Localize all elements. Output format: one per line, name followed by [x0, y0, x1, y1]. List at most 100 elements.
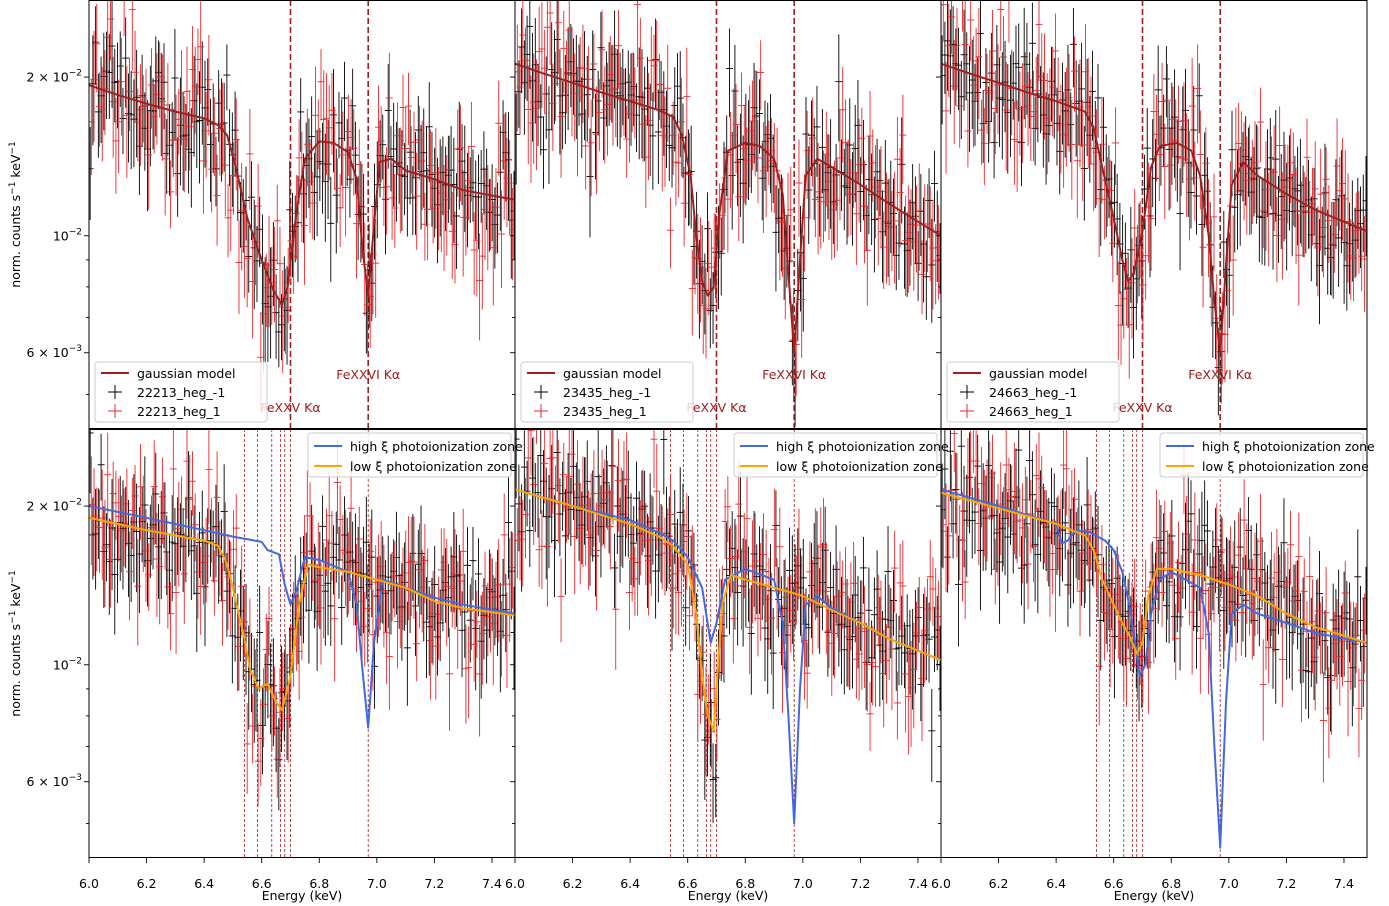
x-tick-label: 7.2	[1276, 876, 1296, 891]
legend-label-high: high ξ photoionization zone	[776, 439, 949, 454]
x-tick-label: 7.0	[793, 876, 813, 891]
y-tick-label: 2 × 10−2	[26, 498, 82, 514]
gaussian-model-curve	[941, 62, 1367, 354]
y-tick-mantissa: 6 × 10	[26, 774, 68, 789]
panel-22213-top	[89, 0, 515, 429]
y-axis-label-sup: −1	[8, 141, 18, 154]
legend-box	[307, 432, 512, 478]
low-xi-model-curve	[941, 491, 1367, 655]
x-tick-label: 6.4	[1046, 876, 1066, 891]
y-tick-exponent: −2	[69, 227, 82, 237]
y-tick-label: 6 × 10−3	[26, 344, 82, 360]
legend-label-data: 22213_heg_-1	[137, 385, 225, 400]
panel-frame	[940, 0, 1368, 429]
legend-label-data: 24663_heg_1	[989, 404, 1073, 419]
x-tick-label: 6.6	[252, 876, 272, 891]
y-axis-label-part: norm. counts s	[8, 195, 23, 288]
y-axis-label-part: keV	[8, 154, 23, 181]
y-axis-label-sup: −1	[8, 611, 18, 624]
text-layer: FeXXV Kα FeXXVI Kα gaussian model 22213_heg…	[8, 69, 1375, 903]
x-tick-label: 6.0	[79, 876, 99, 891]
x-tick-label: 6.2	[137, 876, 157, 891]
y-tick-label: 2 × 10−2	[26, 69, 82, 85]
legend-label-low: low ξ photoionization zone	[350, 459, 517, 474]
high-xi-model-curve	[515, 488, 941, 825]
y-axis-label-part: keV	[8, 583, 23, 610]
y-axis-label-sup: −1	[8, 182, 18, 195]
legend-label-gaussian: gaussian model	[137, 366, 236, 381]
x-axis-label: Energy (keV)	[688, 888, 769, 903]
y-tick-mantissa: 10	[53, 657, 69, 672]
panel-frame	[940, 429, 1368, 858]
y-tick-exponent: −3	[69, 773, 82, 783]
fexxvi-annotation: FeXXVI Kα	[336, 367, 400, 382]
y-tick-label: 6 × 10−3	[26, 773, 82, 789]
legend-label-high: high ξ photoionization zone	[350, 439, 523, 454]
fexxvi-annotation: FeXXVI Kα	[762, 367, 826, 382]
y-tick-mantissa: 6 × 10	[26, 345, 68, 360]
y-axis-label-sup: −1	[8, 570, 18, 583]
x-tick-label: 6.4	[620, 876, 640, 891]
x-tick-label: 6.6	[678, 876, 698, 891]
x-tick-label: 7.2	[424, 876, 444, 891]
x-axis-label: Energy (keV)	[262, 888, 343, 903]
gaussian-model-curve	[515, 62, 941, 354]
y-tick-mantissa: 2 × 10	[26, 499, 68, 514]
legend-label-data: 23435_heg_1	[563, 404, 647, 419]
y-tick-exponent: −2	[69, 498, 82, 508]
legend-box	[94, 361, 268, 423]
x-tick-label: 6.8	[309, 876, 329, 891]
data-layer	[89, 0, 1367, 858]
y-tick-label: 10−2	[53, 227, 82, 243]
legend-label-data: 22213_heg_1	[137, 404, 221, 419]
legend-box	[946, 361, 1120, 423]
fexxvi-annotation: FeXXVI Kα	[1188, 367, 1252, 382]
x-tick-label: 7.0	[1219, 876, 1239, 891]
y-axis-label: norm. counts s−1 keV−1	[8, 141, 23, 287]
x-tick-label: 6.0	[931, 876, 951, 891]
x-tick-label: 6.8	[735, 876, 755, 891]
fexxv-annotation: FeXXV Kα	[686, 400, 746, 415]
low-xi-model-curve	[515, 488, 941, 732]
fexxv-annotation: FeXXV Kα	[260, 400, 320, 415]
legend-box	[733, 432, 938, 478]
x-tick-label: 7.2	[850, 876, 870, 891]
frame-layer	[84, 0, 1368, 863]
y-tick-mantissa: 10	[53, 228, 69, 243]
x-tick-label: 7.0	[367, 876, 387, 891]
legend-label-data: 24663_heg_-1	[989, 385, 1077, 400]
panel-23435-bottom	[515, 429, 941, 858]
gaussian-model-curve	[89, 84, 515, 306]
x-tick-label: 7.4	[482, 876, 502, 891]
high-xi-model-curve	[941, 488, 1367, 849]
legend-label-low: low ξ photoionization zone	[1202, 459, 1369, 474]
legend-box	[520, 361, 694, 423]
legend-box	[1159, 432, 1364, 478]
x-tick-label: 6.8	[1161, 876, 1181, 891]
y-tick-exponent: −3	[69, 344, 82, 354]
x-tick-label: 6.0	[505, 876, 525, 891]
y-axis-label-part: norm. counts s	[8, 624, 23, 717]
legend-label-data: 23435_heg_-1	[563, 385, 651, 400]
panel-23435-top	[515, 0, 941, 429]
x-tick-label: 6.4	[194, 876, 214, 891]
y-tick-exponent: −2	[69, 69, 82, 79]
legend-label-low: low ξ photoionization zone	[776, 459, 943, 474]
y-tick-exponent: −2	[69, 656, 82, 666]
x-tick-label: 7.4	[908, 876, 928, 891]
legend-label-high: high ξ photoionization zone	[1202, 439, 1375, 454]
legend-label-gaussian: gaussian model	[563, 366, 662, 381]
x-tick-label: 6.6	[1104, 876, 1124, 891]
legend-label-gaussian: gaussian model	[989, 366, 1088, 381]
y-axis-label: norm. counts s−1 keV−1	[8, 570, 23, 716]
x-axis-label: Energy (keV)	[1114, 888, 1195, 903]
y-tick-mantissa: 2 × 10	[26, 70, 68, 85]
y-tick-label: 10−2	[53, 656, 82, 672]
x-tick-label: 6.2	[563, 876, 583, 891]
panel-24663-bottom	[941, 429, 1367, 858]
low-xi-model-curve	[89, 516, 515, 712]
x-tick-label: 7.4	[1334, 876, 1354, 891]
panel-24663-top	[941, 0, 1367, 429]
panel-22213-bottom	[89, 429, 515, 858]
